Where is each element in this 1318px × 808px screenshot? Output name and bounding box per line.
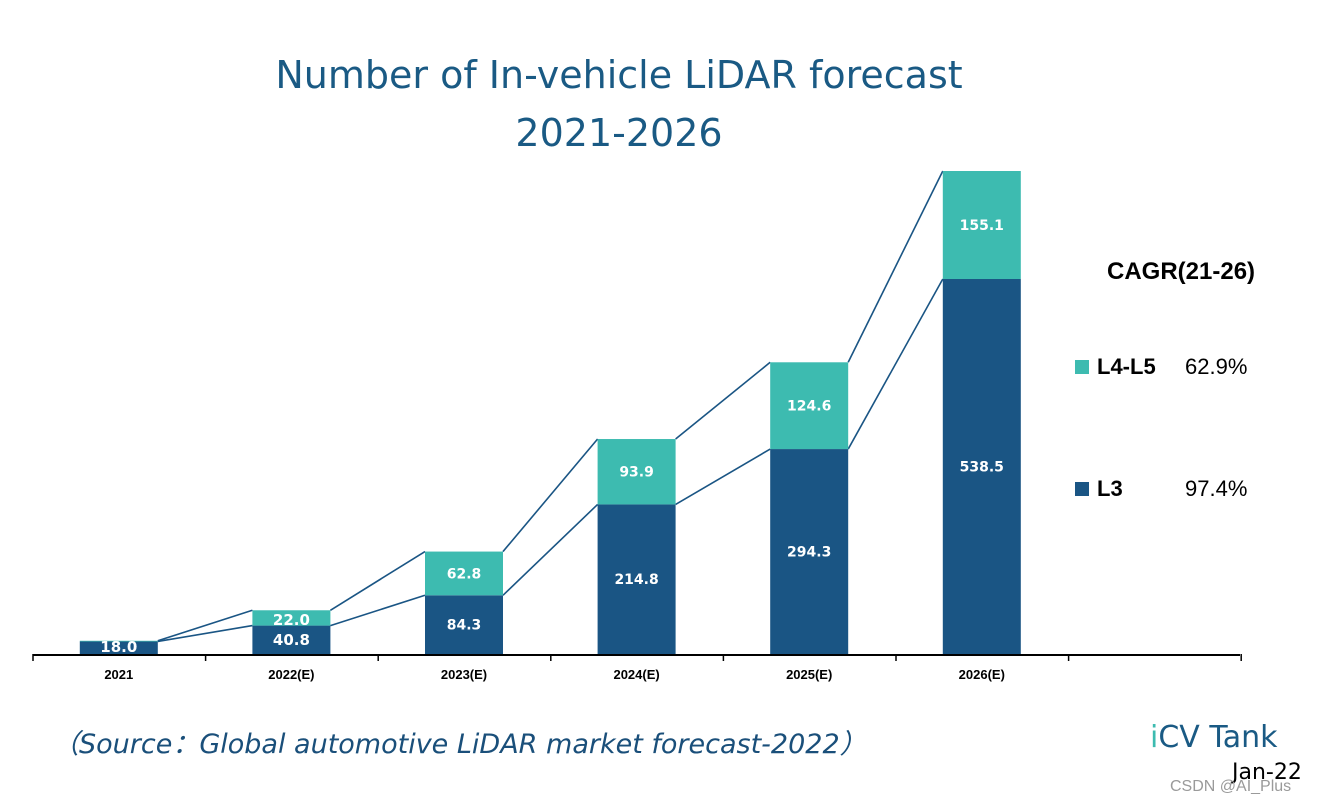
x-tick-label: 2026(E)	[959, 667, 1005, 682]
legend-item-l3: L3 97.4%	[1075, 474, 1247, 504]
bar-l3	[597, 504, 676, 654]
watermark: CSDN @AI_Plus	[1170, 778, 1292, 795]
brand-logo: iCV Tank	[1150, 720, 1277, 755]
x-tick-label: 2024(E)	[613, 667, 659, 682]
connector-line-l3	[157, 624, 253, 643]
data-label: 62.8	[447, 566, 482, 582]
data-label: 18.0	[100, 638, 137, 656]
bar-l3	[425, 595, 503, 654]
data-label: 84.3	[447, 618, 482, 634]
legend-swatch-l4-l5	[1075, 360, 1089, 374]
bar-l4-l5	[425, 551, 503, 596]
legend-label: L4-L5	[1097, 354, 1156, 379]
cagr-value: 62.9%	[1185, 354, 1248, 379]
chart-subtitle: 2021-2026	[515, 111, 723, 155]
bar-l4-l5	[942, 171, 1021, 280]
x-tick-label: 2025(E)	[786, 667, 832, 682]
data-label: 124.6	[787, 399, 831, 415]
connector-line-total	[157, 609, 253, 642]
source-note: （Source：Global automotive LiDAR market f…	[52, 729, 867, 760]
connector-line-l3	[502, 503, 599, 596]
bar-l3	[770, 449, 849, 654]
date-label: Jan-22	[1232, 760, 1302, 785]
bar-l4-l5	[597, 439, 676, 505]
connector-line-total	[502, 438, 599, 553]
connector-line-l3	[330, 594, 426, 627]
connector-line-total	[847, 170, 944, 363]
bar-l3	[942, 279, 1021, 654]
legend-swatch-l3	[1075, 482, 1089, 496]
bar-l4-l5	[252, 610, 331, 626]
x-tick-label: 2023(E)	[441, 667, 487, 682]
data-label: 214.8	[614, 572, 658, 588]
brand-name: CV Tank	[1158, 720, 1278, 755]
x-tick-label: 2022(E)	[268, 667, 314, 682]
bar-l3	[79, 641, 158, 654]
legend-item-l4-l5: L4-L5 62.9%	[1075, 352, 1247, 382]
x-tick-label: 2021	[104, 667, 133, 682]
data-label: 294.3	[787, 545, 831, 561]
connector-line-total	[675, 361, 771, 440]
cagr-title: CAGR(21-26)	[1107, 258, 1256, 285]
data-label: 155.1	[960, 218, 1004, 234]
data-label: 538.5	[960, 460, 1004, 476]
bar-l4-l5	[79, 640, 158, 642]
bar-l3	[252, 625, 331, 654]
connector-line-l3	[847, 278, 944, 450]
chart-title: Number of In-vehicle LiDAR forecast	[275, 53, 963, 97]
bar-l4-l5	[770, 362, 849, 450]
legend-label: L3	[1097, 476, 1123, 501]
brand-prefix: i	[1150, 720, 1159, 755]
data-label: 22.0	[273, 611, 310, 629]
data-label: 40.8	[273, 631, 310, 649]
connector-line-l3	[675, 448, 771, 506]
cagr-value: 97.4%	[1185, 476, 1248, 501]
connector-line-total	[329, 550, 426, 611]
data-label: 93.9	[619, 465, 654, 481]
